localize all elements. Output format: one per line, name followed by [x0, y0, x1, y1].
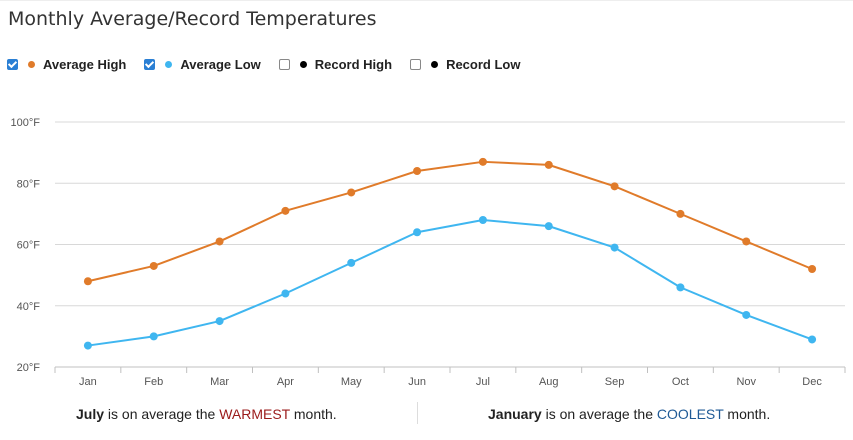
point-average-high-jun [413, 167, 422, 175]
x-tick-label-nov: Nov [736, 376, 756, 388]
coolest-text-pre: is on average the [541, 406, 657, 422]
temperature-line-chart: 20°F 40°F 60°F 80°F 100°F Jan Feb Mar Apr May Jun J… [11, 117, 846, 388]
dot-record-low-icon [431, 61, 439, 68]
x-tick-label-jul: Jul [476, 376, 490, 388]
x-tick-label-feb: Feb [144, 376, 163, 388]
series-line-average-low [87, 219, 813, 347]
legend-label-record-low: Record Low [446, 57, 521, 72]
checkbox-average-high[interactable] [7, 59, 18, 70]
x-tick-label-jun: Jun [408, 376, 426, 388]
point-average-low-dec [808, 335, 817, 344]
y-tick-label: 20°F [17, 362, 41, 374]
footer-divider [417, 402, 418, 424]
dot-average-low-icon [165, 61, 173, 68]
legend: Average High Average Low Record High Rec… [7, 57, 538, 72]
point-average-low-sep [610, 243, 619, 252]
point-average-high-aug [544, 160, 553, 169]
x-tick-label-dec: Dec [802, 376, 822, 388]
coolest-text-post: month. [723, 406, 771, 422]
point-average-high-nov [742, 237, 751, 246]
warmest-word: WARMEST [219, 406, 290, 422]
x-tick-label-aug: Aug [539, 376, 559, 388]
top-rule [0, 0, 853, 1]
x-tick-label-sep: Sep [605, 376, 625, 388]
y-tick-label: 60°F [17, 240, 41, 252]
dot-average-high-icon [28, 61, 35, 68]
warmest-summary: July is on average the WARMEST month. [76, 406, 337, 422]
legend-label-record-high: Record High [314, 57, 393, 72]
warmest-text-pre: is on average the [104, 406, 220, 422]
point-average-low-jan [83, 341, 92, 350]
chart-title: Monthly Average/Record Temperatures [8, 8, 377, 30]
x-tick-label-jan: Jan [79, 376, 97, 388]
point-average-low-may [347, 258, 356, 267]
point-average-high-apr [281, 206, 290, 215]
point-average-high-feb [149, 261, 158, 270]
point-average-high-mar [215, 237, 224, 246]
legend-item-average-low[interactable]: Average Low [144, 57, 261, 72]
x-tick-label-mar: Mar [210, 376, 229, 388]
coolest-month: January [488, 406, 542, 422]
legend-item-record-low[interactable]: Record Low [410, 57, 520, 72]
point-average-high-may [347, 188, 356, 197]
series-line-average-high [87, 160, 813, 283]
point-average-low-apr [281, 289, 290, 298]
checkbox-record-low[interactable] [410, 59, 422, 70]
checkbox-record-high[interactable] [278, 59, 290, 70]
warmest-text-post: month. [289, 406, 337, 422]
dot-record-high-icon [299, 61, 307, 68]
x-tick-label-may: May [341, 376, 362, 388]
x-tick-label-oct: Oct [672, 376, 689, 388]
legend-label-average-high: Average High [43, 57, 127, 72]
point-average-low-oct [676, 283, 685, 292]
point-average-low-jul [478, 216, 487, 224]
point-average-high-oct [676, 209, 685, 218]
y-tick-label: 100°F [11, 117, 41, 129]
point-average-low-nov [742, 310, 751, 319]
x-tick-label-apr: Apr [277, 376, 294, 388]
point-average-high-sep [610, 182, 619, 191]
legend-label-average-low: Average Low [180, 57, 261, 72]
coolest-word: COOLEST [656, 406, 724, 422]
legend-item-record-high[interactable]: Record High [278, 57, 393, 72]
point-average-low-feb [149, 332, 158, 341]
legend-item-average-high[interactable]: Average High [7, 57, 126, 72]
point-average-high-jan [83, 277, 92, 286]
point-average-high-dec [808, 265, 817, 273]
y-tick-label: 40°F [17, 301, 41, 313]
point-average-low-aug [544, 222, 553, 231]
warmest-month: July [76, 406, 105, 422]
y-tick-label: 80°F [17, 178, 41, 190]
coolest-summary: January is on average the COOLEST month. [488, 406, 770, 422]
point-average-low-mar [215, 317, 224, 326]
point-average-high-jul [478, 157, 487, 166]
footer-summary: July is on average the WARMEST month. Ja… [0, 400, 853, 430]
checkbox-average-low[interactable] [144, 59, 156, 70]
point-average-low-jun [413, 228, 422, 237]
